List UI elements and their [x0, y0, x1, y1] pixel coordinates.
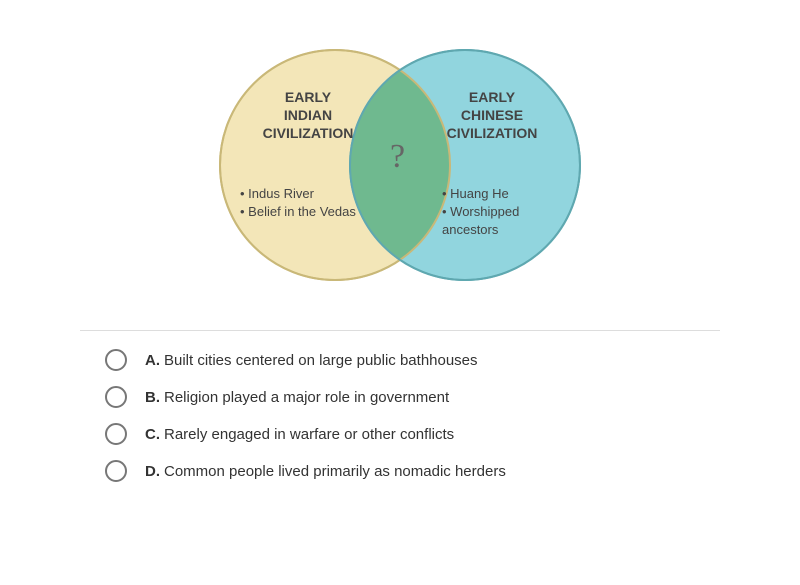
- right-circle-title: EARLYCHINESECIVILIZATION: [432, 88, 552, 143]
- radio-d[interactable]: [105, 460, 127, 482]
- option-c[interactable]: C.Rarely engaged in warfare or other con…: [105, 423, 695, 445]
- option-c-label: C.Rarely engaged in warfare or other con…: [145, 426, 454, 443]
- overlap-question-mark: ?: [390, 138, 405, 176]
- left-bullet-1: • Belief in the Vedas: [240, 203, 360, 221]
- right-bullets: • Huang He • Worshipped ancestors: [442, 185, 562, 240]
- right-bullet-1: • Worshipped ancestors: [442, 203, 562, 239]
- left-circle-title: EARLYINDIANCIVILIZATION: [248, 88, 368, 143]
- right-bullet-0: • Huang He: [442, 185, 562, 203]
- radio-b[interactable]: [105, 386, 127, 408]
- venn-diagram: EARLYINDIANCIVILIZATION EARLYCHINESECIVI…: [200, 20, 600, 300]
- answer-options: A.Built cities centered on large public …: [0, 349, 800, 482]
- option-a-label: A.Built cities centered on large public …: [145, 352, 478, 369]
- divider-line: [80, 330, 720, 331]
- option-d[interactable]: D.Common people lived primarily as nomad…: [105, 460, 695, 482]
- radio-a[interactable]: [105, 349, 127, 371]
- option-b-label: B.Religion played a major role in govern…: [145, 389, 449, 406]
- option-a[interactable]: A.Built cities centered on large public …: [105, 349, 695, 371]
- option-b[interactable]: B.Religion played a major role in govern…: [105, 386, 695, 408]
- left-bullet-0: • Indus River: [240, 185, 360, 203]
- left-bullets: • Indus River • Belief in the Vedas: [240, 185, 360, 221]
- radio-c[interactable]: [105, 423, 127, 445]
- option-d-label: D.Common people lived primarily as nomad…: [145, 463, 506, 480]
